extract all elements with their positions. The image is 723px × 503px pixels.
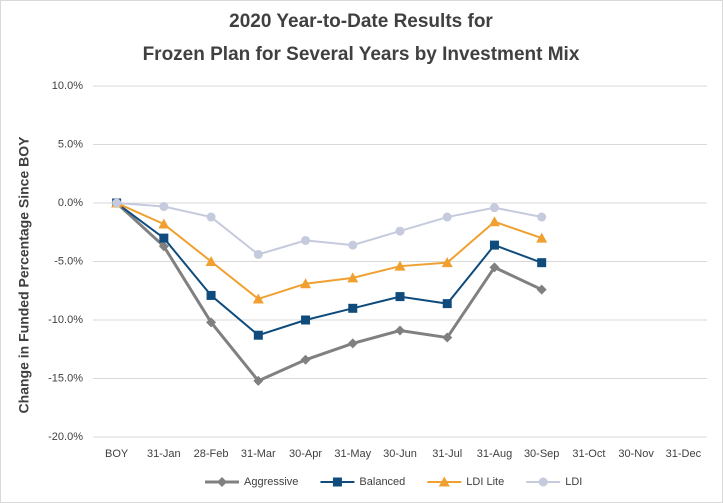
data-point bbox=[253, 375, 264, 386]
data-point bbox=[395, 292, 405, 302]
chart-title: Frozen Plan for Several Years by Investm… bbox=[143, 44, 580, 65]
y-axis-label: Change in Funded Percentage Since BOY bbox=[16, 136, 32, 414]
x-tick-label: 28-Feb bbox=[194, 448, 229, 460]
data-point bbox=[347, 338, 358, 349]
x-tick-label: 31-Oct bbox=[572, 448, 605, 460]
data-point bbox=[112, 198, 122, 208]
y-tick-label: 10.0% bbox=[52, 80, 83, 92]
legend-marker bbox=[332, 477, 342, 487]
data-point bbox=[159, 233, 169, 243]
legend-label: LDI bbox=[565, 476, 582, 488]
data-point bbox=[301, 235, 311, 245]
data-point bbox=[537, 212, 547, 222]
data-point bbox=[206, 212, 216, 222]
x-tick-label: 31-Aug bbox=[477, 448, 512, 460]
data-point bbox=[442, 332, 453, 343]
data-point bbox=[395, 226, 405, 236]
data-point bbox=[253, 330, 263, 340]
x-tick-label: BOY bbox=[105, 448, 129, 460]
x-tick-label: 31-Jul bbox=[432, 448, 462, 460]
data-point bbox=[489, 262, 500, 273]
data-point bbox=[488, 216, 500, 227]
data-point bbox=[252, 293, 264, 304]
x-tick-label: 30-Sep bbox=[524, 448, 559, 460]
data-point bbox=[158, 241, 169, 252]
x-tick-label: 31-Dec bbox=[666, 448, 702, 460]
data-point bbox=[206, 290, 216, 300]
chart-title: 2020 Year-to-Date Results for bbox=[229, 11, 493, 32]
data-point bbox=[253, 249, 263, 259]
data-point bbox=[159, 202, 169, 212]
data-point bbox=[206, 317, 217, 328]
series-line bbox=[116, 202, 542, 256]
y-tick-label: -15.0% bbox=[48, 372, 83, 384]
data-point bbox=[395, 325, 405, 336]
data-point bbox=[489, 203, 499, 213]
x-tick-label: 31-Jan bbox=[147, 448, 181, 460]
x-tick-label: 30-Nov bbox=[618, 448, 654, 460]
data-point bbox=[394, 260, 406, 271]
data-point bbox=[301, 315, 311, 325]
data-point bbox=[347, 272, 359, 283]
data-point bbox=[442, 299, 452, 309]
x-tick-label: 31-May bbox=[334, 448, 371, 460]
data-point bbox=[441, 257, 453, 268]
legend-marker bbox=[217, 477, 227, 487]
data-point bbox=[537, 258, 547, 268]
data-point bbox=[489, 240, 499, 250]
legend-marker bbox=[438, 476, 450, 487]
y-tick-label: 5.0% bbox=[58, 138, 83, 150]
series-line bbox=[116, 202, 543, 337]
legend-label: Balanced bbox=[359, 476, 405, 488]
legend-label: LDI Lite bbox=[466, 476, 504, 488]
y-tick-label: -10.0% bbox=[48, 314, 83, 326]
series-line bbox=[116, 202, 543, 301]
data-point bbox=[442, 212, 452, 222]
data-point bbox=[536, 232, 548, 243]
data-point bbox=[300, 354, 311, 365]
data-point bbox=[300, 278, 312, 289]
y-tick-label: 0.0% bbox=[58, 197, 83, 209]
data-point bbox=[158, 218, 170, 229]
y-tick-label: -20.0% bbox=[48, 431, 83, 443]
data-point bbox=[348, 303, 358, 313]
x-tick-label: 30-Jun bbox=[383, 448, 417, 460]
data-point bbox=[536, 284, 547, 295]
x-tick-label: 31-Mar bbox=[241, 448, 276, 460]
data-point bbox=[205, 256, 217, 266]
legend-marker bbox=[538, 477, 548, 487]
series-line bbox=[115, 201, 543, 383]
y-tick-label: -5.0% bbox=[54, 255, 83, 267]
data-point bbox=[348, 240, 358, 250]
legend-label: Aggressive bbox=[244, 476, 298, 488]
x-tick-label: 30-Apr bbox=[289, 448, 322, 460]
